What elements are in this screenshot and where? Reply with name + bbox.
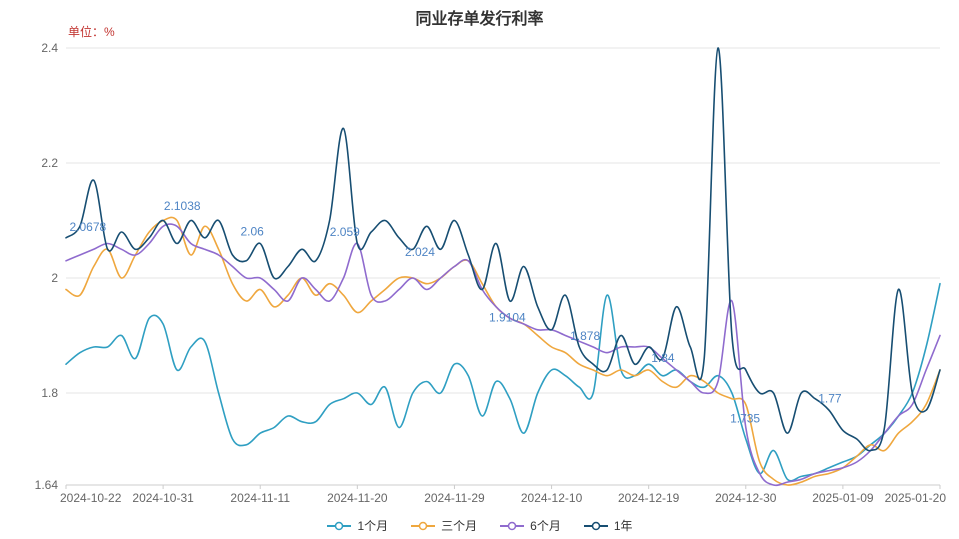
unit-label: 单位：%	[68, 25, 115, 39]
series-line-1y	[65, 47, 941, 452]
legend-item-1y[interactable]: 1年	[583, 517, 633, 534]
value-annotation: 1.77	[818, 391, 842, 405]
legend-item-6m[interactable]: 6个月	[499, 517, 561, 534]
legend-label-1y: 1年	[613, 519, 633, 533]
x-axis-label: 2025-01-20	[885, 491, 947, 505]
series-line-6m	[65, 223, 941, 487]
x-axis-label: 2024-12-10	[521, 491, 583, 505]
legend-label-3m: 三个月	[441, 519, 478, 533]
x-axis-label: 2025-01-09	[812, 491, 874, 505]
x-axis-label: 2024-12-19	[618, 491, 680, 505]
legend-label-1m: 1个月	[357, 519, 389, 533]
series-line-1m	[65, 282, 941, 482]
series-line-3m	[65, 216, 941, 486]
legend-marker-icon	[411, 521, 436, 530]
legend-marker-icon	[500, 521, 525, 530]
value-annotation: 2.06	[240, 225, 264, 239]
x-axis-label: 2024-10-22	[60, 491, 122, 505]
legend-item-1m[interactable]: 1个月	[326, 517, 388, 534]
legend-item-3m[interactable]: 三个月	[410, 517, 477, 534]
y-axis-label: 1.64	[35, 478, 59, 492]
legend-label-6m: 6个月	[530, 519, 561, 533]
x-axis-label: 2024-11-29	[424, 491, 485, 505]
legend: 1个月 三个月 6个月 1年	[0, 517, 959, 534]
legend-marker-icon	[583, 521, 608, 530]
value-annotation: 1.84	[651, 351, 675, 365]
chart-title: 同业存单发行利率	[415, 11, 544, 28]
x-axis-label: 2024-12-30	[715, 491, 777, 505]
x-axis-label: 2024-11-20	[327, 491, 388, 505]
value-annotation: 1.878	[570, 329, 600, 343]
y-axis-label: 2.2	[41, 156, 58, 170]
x-axis-label: 2024-10-31	[132, 491, 194, 505]
legend-marker-icon	[327, 521, 352, 530]
value-annotation: 1.9104	[489, 311, 526, 325]
y-axis-label: 2.4	[41, 41, 58, 55]
value-annotation: 2.024	[405, 245, 435, 259]
x-axis-label: 2024-11-11	[230, 491, 290, 505]
y-axis-label: 1.8	[41, 386, 58, 400]
value-annotation: 2.0678	[69, 220, 106, 234]
value-annotation: 2.1038	[164, 199, 201, 213]
y-axis-label: 2	[51, 271, 58, 285]
value-annotation: 1.735	[730, 411, 760, 425]
value-annotation: 2.059	[330, 225, 360, 239]
